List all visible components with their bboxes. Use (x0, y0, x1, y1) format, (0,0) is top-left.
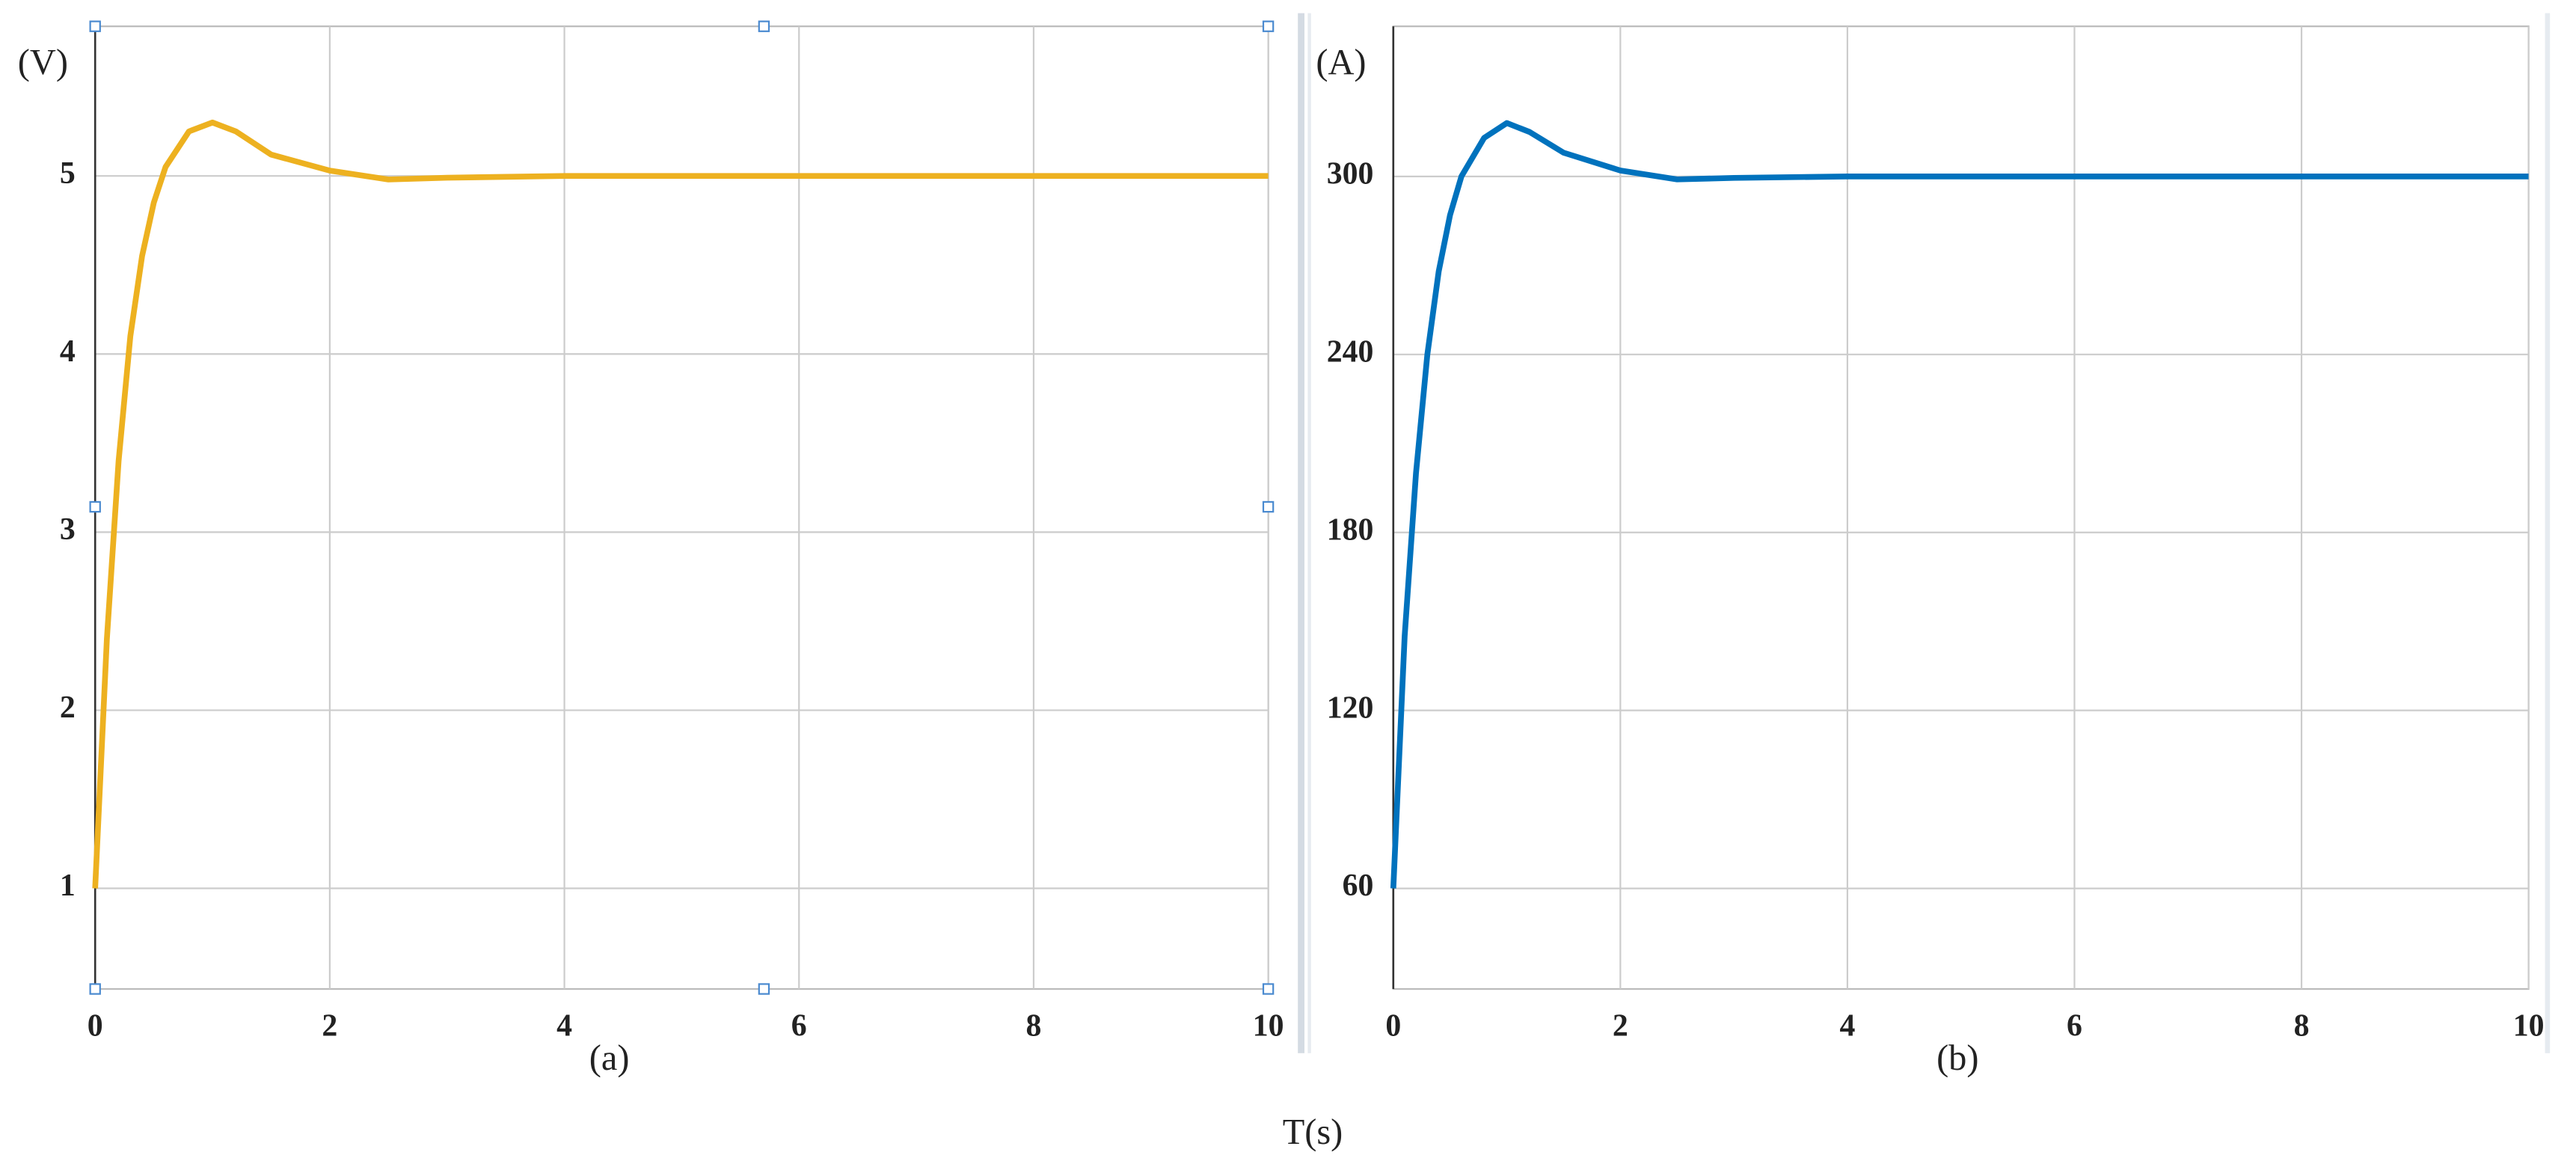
y-tick-label: 3 (60, 512, 76, 547)
x-tick-label: 4 (1839, 1008, 1855, 1043)
separator (1307, 13, 1311, 1053)
x-tick-label: 8 (1025, 1008, 1041, 1043)
y-axis-label: (A) (1316, 43, 1366, 82)
y-tick-label: 180 (1327, 512, 1374, 547)
x-axis-label: T(s) (1283, 1112, 1343, 1152)
x-tick-label: 0 (88, 1008, 103, 1043)
plot-area (94, 25, 1269, 990)
caption: (b) (1936, 1038, 1978, 1078)
data-line (1390, 120, 2529, 889)
separator (2545, 13, 2551, 1053)
separator (1298, 13, 1304, 1053)
caption: (a) (589, 1038, 630, 1078)
selection-handle (89, 983, 101, 995)
x-tick-label: 2 (1613, 1008, 1628, 1043)
selection-handle (89, 500, 101, 513)
selection-handle (1262, 20, 1275, 32)
y-tick-label: 1 (60, 869, 76, 903)
y-tick-label: 4 (60, 334, 76, 369)
y-tick-label: 240 (1327, 334, 1374, 369)
x-tick-label: 10 (1253, 1008, 1284, 1043)
data-line (92, 119, 1269, 889)
y-tick-label: 2 (60, 690, 76, 725)
x-tick-label: 8 (2294, 1008, 2310, 1043)
y-tick-label: 5 (60, 156, 76, 191)
selection-handle (1262, 500, 1275, 513)
y-tick-label: 120 (1327, 690, 1374, 725)
selection-handle (1262, 983, 1275, 995)
plot-area (1392, 25, 2530, 990)
y-axis-label: (V) (18, 43, 68, 82)
x-tick-label: 6 (2067, 1008, 2082, 1043)
selection-handle (758, 20, 770, 32)
x-tick-label: 2 (322, 1008, 337, 1043)
selection-handle (758, 983, 770, 995)
y-tick-label: 300 (1327, 156, 1374, 191)
x-tick-label: 10 (2513, 1008, 2545, 1043)
selection-handle (89, 20, 101, 32)
x-tick-label: 4 (556, 1008, 572, 1043)
x-tick-label: 0 (1385, 1008, 1401, 1043)
x-tick-label: 6 (791, 1008, 807, 1043)
y-tick-label: 60 (1343, 869, 1374, 903)
